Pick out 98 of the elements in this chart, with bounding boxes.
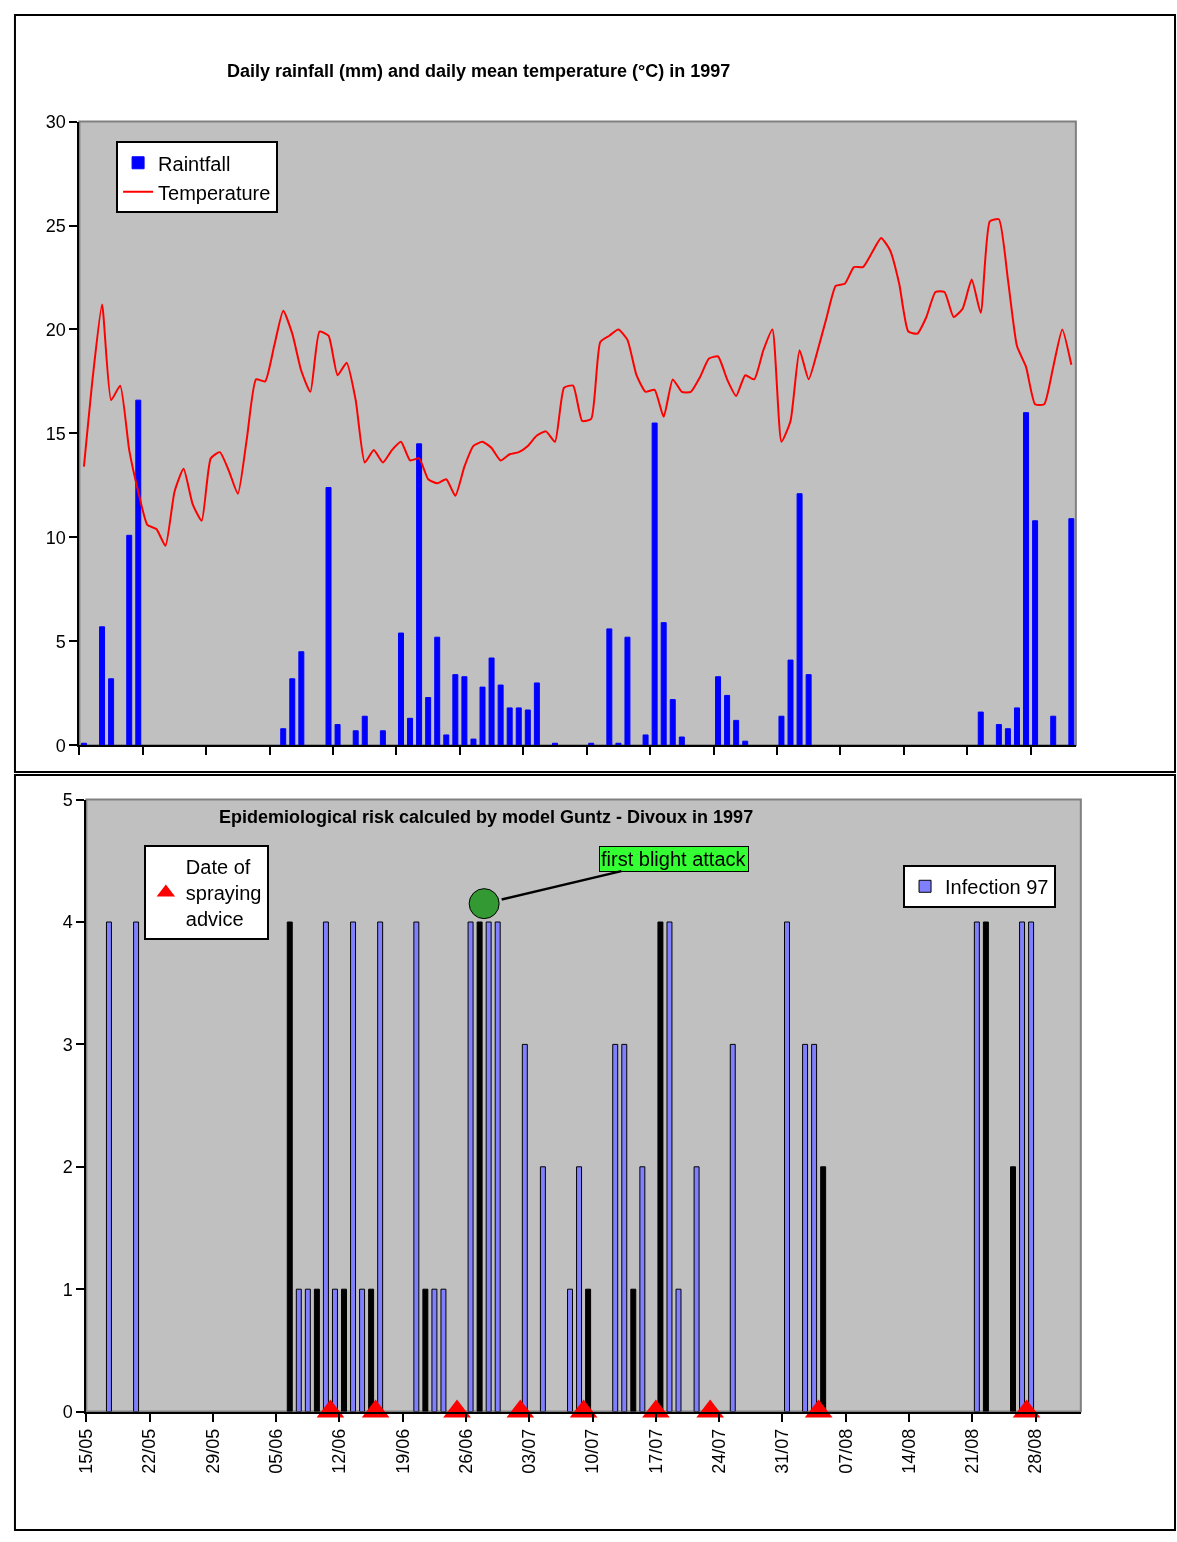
x-tick-label: 22/05 [139,1428,160,1474]
bar [1014,707,1020,746]
y-tick-label: 1 [62,1279,73,1300]
bar [280,728,287,746]
bar [796,493,803,746]
bar [615,742,622,746]
bar [368,1288,375,1412]
x-tick-label: 12/06 [329,1428,350,1474]
bar [497,684,504,746]
bar [334,724,341,746]
bar [515,707,522,746]
bar [724,694,731,746]
bar [576,1166,583,1412]
bar [977,711,984,746]
x-tick-label: 19/06 [392,1428,413,1474]
bar [379,730,386,746]
x-tick-label: 29/05 [202,1428,223,1474]
x-tick-label: 15/05 [76,1428,97,1474]
x-tick-label: 24/07 [709,1428,730,1474]
bar [669,699,676,746]
bar [778,715,785,746]
x-tick-label: 07/08 [835,1428,856,1474]
bar [443,734,450,746]
y-tick-label: 0 [62,1401,73,1422]
bar [425,697,432,746]
bar [126,534,133,746]
bar [624,636,631,746]
bar [657,921,664,1412]
y-tick-label: 3 [62,1034,73,1055]
legend-label: Infection 97 [945,876,1049,899]
bar [416,443,423,746]
x-tick-label: 31/07 [772,1428,793,1474]
bar [533,682,540,746]
bar [322,921,329,1412]
bar [995,724,1002,746]
bar [642,734,649,746]
y-tick-label: 10 [45,527,66,548]
x-tick-label: 26/06 [455,1428,476,1474]
bar [1019,921,1026,1412]
bar [135,399,142,746]
bar [331,1288,338,1412]
bar [524,709,531,746]
bar [470,738,477,746]
bar [479,686,486,746]
legend-label: Date of spraying advice [185,856,262,931]
x-tick-label: 03/07 [519,1428,540,1474]
bar [99,626,106,746]
bar [398,632,404,746]
y-tick-label: 25 [45,215,66,236]
y-tick-label: 4 [62,912,73,933]
bar [434,636,441,746]
bar [805,674,812,746]
legend-label: Raintfall [158,152,231,175]
y-tick-label: 15 [45,423,66,444]
bar [811,1043,818,1412]
bar [715,676,722,746]
x-tick-label: 21/08 [962,1428,983,1474]
y-tick-label: 20 [45,319,66,340]
line-series [82,218,1073,547]
bar [521,1043,528,1412]
x-tick-label: 10/07 [582,1428,603,1474]
bar [787,659,794,746]
bar [1004,728,1011,746]
bar [585,1288,592,1412]
bar [1050,715,1057,746]
y-tick-label: 0 [55,735,66,756]
bar [1023,412,1030,746]
y-tick-label: 2 [62,1157,73,1178]
x-tick-label: 28/08 [1025,1428,1046,1474]
x-tick-label: 17/07 [645,1428,666,1474]
x-tick-label: 05/06 [266,1428,287,1474]
bar [660,622,667,746]
x-tick-label: 14/08 [898,1428,919,1474]
bar [298,651,305,746]
bar [352,730,359,746]
bar [1032,520,1039,746]
bar [1068,518,1075,746]
bar [488,657,495,746]
bar [452,674,459,746]
bar [678,736,685,746]
bar [289,678,296,746]
y-tick-label: 5 [62,789,73,810]
chart-title: Daily rainfall (mm) and daily mean temperature (°C) in 1997 [227,61,731,81]
bar [733,719,740,746]
bar [325,486,332,746]
bar [1028,921,1035,1412]
bar [606,628,613,746]
bar [361,715,368,746]
bar [506,707,513,746]
bar [108,678,115,746]
legend-label: Temperature [158,181,271,204]
y-tick-label: 5 [55,631,66,652]
bar [461,676,468,746]
y-tick-label: 30 [45,111,66,132]
bar [407,717,414,746]
annotation: first blight attack [601,848,747,870]
bar [651,422,658,746]
chart-title: Epidemiological risk calculed by model Guntz - Divoux in 1997 [219,807,754,827]
